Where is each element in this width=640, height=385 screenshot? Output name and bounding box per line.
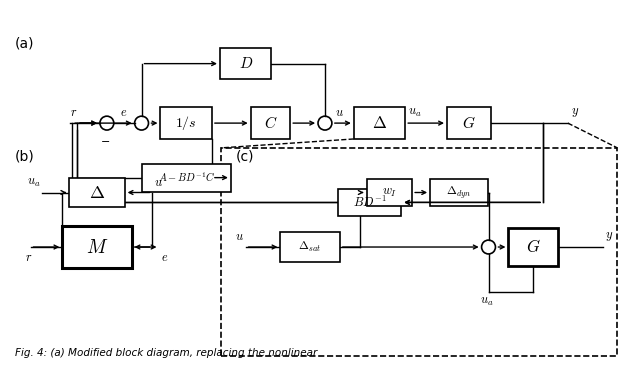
Text: $\Delta_{dyn}$: $\Delta_{dyn}$ <box>446 184 472 201</box>
Text: $\Delta$: $\Delta$ <box>89 184 105 201</box>
Text: $u_a$: $u_a$ <box>408 106 422 119</box>
Bar <box>354 107 405 139</box>
Bar <box>62 226 132 268</box>
Text: $u_a$: $u_a$ <box>27 176 40 189</box>
Text: $u_a$: $u_a$ <box>480 295 493 308</box>
Text: $\Delta_{sat}$: $\Delta_{sat}$ <box>298 240 322 254</box>
Text: $A-BD^{-1}C$: $A-BD^{-1}C$ <box>157 171 215 184</box>
Text: $-$: $-$ <box>124 117 134 127</box>
Text: $r$: $r$ <box>24 251 32 264</box>
Text: $\Delta$: $\Delta$ <box>372 114 387 132</box>
Text: $e$: $e$ <box>161 251 169 264</box>
Text: $M$: $M$ <box>86 238 108 256</box>
Text: $BD^{-1}$: $BD^{-1}$ <box>353 195 387 210</box>
Text: $u$: $u$ <box>335 106 344 119</box>
Text: (b): (b) <box>15 150 35 164</box>
Bar <box>69 177 125 208</box>
Text: $C$: $C$ <box>264 115 277 131</box>
Text: $y$: $y$ <box>571 106 579 119</box>
Text: $w_I$: $w_I$ <box>381 186 397 199</box>
Bar <box>280 232 340 262</box>
Text: $D$: $D$ <box>239 56 253 71</box>
Bar <box>447 107 490 139</box>
Text: $-$: $-$ <box>100 135 110 145</box>
Bar <box>251 107 291 139</box>
Text: $e$: $e$ <box>120 106 127 119</box>
Bar <box>221 148 618 356</box>
Text: $u$: $u$ <box>235 230 244 243</box>
Bar <box>220 48 271 79</box>
Bar <box>161 107 212 139</box>
Bar <box>430 179 488 206</box>
Text: $u$: $u$ <box>154 176 163 189</box>
Text: $r$: $r$ <box>70 106 77 119</box>
Bar <box>141 164 231 191</box>
Text: Fig. 4: (a) Modified block diagram, replacing the nonlinear: Fig. 4: (a) Modified block diagram, repl… <box>15 348 317 358</box>
Bar <box>338 189 401 216</box>
Text: $G$: $G$ <box>462 115 476 131</box>
Text: (a): (a) <box>15 37 34 51</box>
Bar <box>367 179 412 206</box>
Text: (c): (c) <box>236 150 254 164</box>
Bar <box>508 228 558 266</box>
Text: $G$: $G$ <box>526 238 541 256</box>
Text: $1/s$: $1/s$ <box>175 114 197 132</box>
Text: $y$: $y$ <box>605 230 612 243</box>
